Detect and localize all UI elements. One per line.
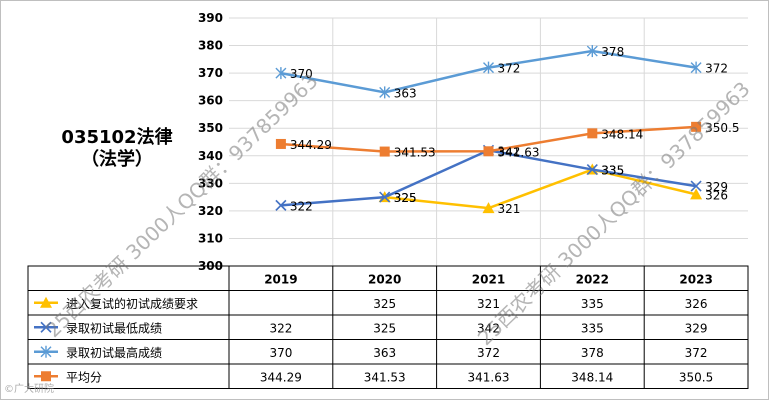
- data-label: 378: [601, 45, 624, 59]
- marker-x: [690, 180, 702, 192]
- series-line: [384, 168, 697, 210]
- data-label: 341.53: [394, 146, 436, 160]
- table-cell-value: 325: [373, 321, 396, 335]
- table-cell-value: 321: [477, 297, 500, 311]
- table-cell-value: 342: [477, 321, 500, 335]
- table-cell-value: 344.29: [260, 370, 302, 384]
- chart-subtitle: （法学）: [81, 149, 153, 170]
- y-tick-label: 320: [198, 204, 223, 218]
- table-cell-value: 363: [373, 346, 396, 360]
- table-cell-value: 350.5: [679, 370, 713, 384]
- data-label: 348.14: [601, 127, 643, 141]
- y-tick-label: 380: [198, 39, 223, 53]
- marker-square: [691, 121, 702, 132]
- data-label: 335: [601, 164, 624, 178]
- data-label: 363: [394, 86, 417, 100]
- legend-label: 录取初试最高成绩: [66, 345, 162, 360]
- marker-triangle: [690, 188, 703, 200]
- table-cell-value: 326: [685, 297, 708, 311]
- marker-x: [40, 321, 52, 333]
- y-tick-label: 370: [198, 66, 223, 80]
- data-label: 325: [394, 191, 417, 205]
- marker-triangle: [482, 202, 495, 214]
- marker-x: [275, 199, 287, 211]
- data-label: 370: [290, 67, 313, 81]
- x-category-label: 2019: [264, 272, 297, 286]
- y-tick-label: 390: [198, 11, 223, 25]
- table-cell-value: 322: [269, 321, 292, 335]
- y-tick-label: 310: [198, 231, 223, 245]
- data-label: 341.63: [498, 145, 540, 159]
- data-label: 372: [498, 62, 521, 76]
- legend-label: 进入复试的初试成绩要求: [66, 296, 198, 311]
- x-category-label: 2023: [679, 272, 712, 286]
- marker-square: [587, 128, 598, 139]
- table-cell-value: 372: [685, 346, 708, 360]
- table-cell-value: 341.53: [364, 370, 406, 384]
- data-label: 372: [705, 62, 728, 76]
- chart-title: 035102法律: [61, 127, 173, 148]
- y-tick-label: 340: [198, 149, 223, 163]
- table-cell-value: 325: [373, 297, 396, 311]
- table-cell-value: 348.14: [571, 370, 613, 384]
- chart-title-block: 035102法律 （法学）: [32, 127, 202, 171]
- marker-x: [586, 163, 598, 176]
- legend-label: 录取初试最低成绩: [66, 320, 162, 335]
- data-label: 322: [290, 199, 313, 213]
- corner-watermark: ©广大研院: [4, 384, 54, 395]
- data-label: 325: [394, 191, 417, 205]
- data-label: 350.5: [705, 121, 739, 135]
- marker-square: [483, 146, 494, 157]
- y-tick-label: 360: [198, 94, 223, 108]
- table-cell-value: 372: [477, 346, 500, 360]
- marker-square: [275, 138, 286, 149]
- table-cell-value: 370: [269, 346, 292, 360]
- y-tick-label: 350: [198, 121, 223, 135]
- data-label: 344.29: [290, 138, 332, 152]
- legend-label: 平均分: [66, 370, 102, 384]
- table-cell-value: 335: [581, 321, 604, 335]
- marker-x: [379, 191, 391, 203]
- data-label: 329: [705, 180, 728, 194]
- marker-square: [41, 371, 51, 382]
- table-cell-value: 329: [685, 321, 708, 335]
- table-cell-value: 378: [581, 346, 604, 360]
- marker-square: [379, 146, 390, 157]
- marker-triangle: [40, 296, 52, 308]
- x-category-label: 2020: [368, 272, 401, 286]
- table-cell-value: 341.63: [468, 370, 510, 384]
- x-category-label: 2022: [576, 272, 609, 286]
- data-label: 321: [498, 202, 521, 216]
- data-label: 326: [705, 188, 728, 202]
- x-category-label: 2021: [472, 272, 505, 286]
- y-tick-label: 330: [198, 176, 223, 190]
- table-cell-value: 335: [581, 297, 604, 311]
